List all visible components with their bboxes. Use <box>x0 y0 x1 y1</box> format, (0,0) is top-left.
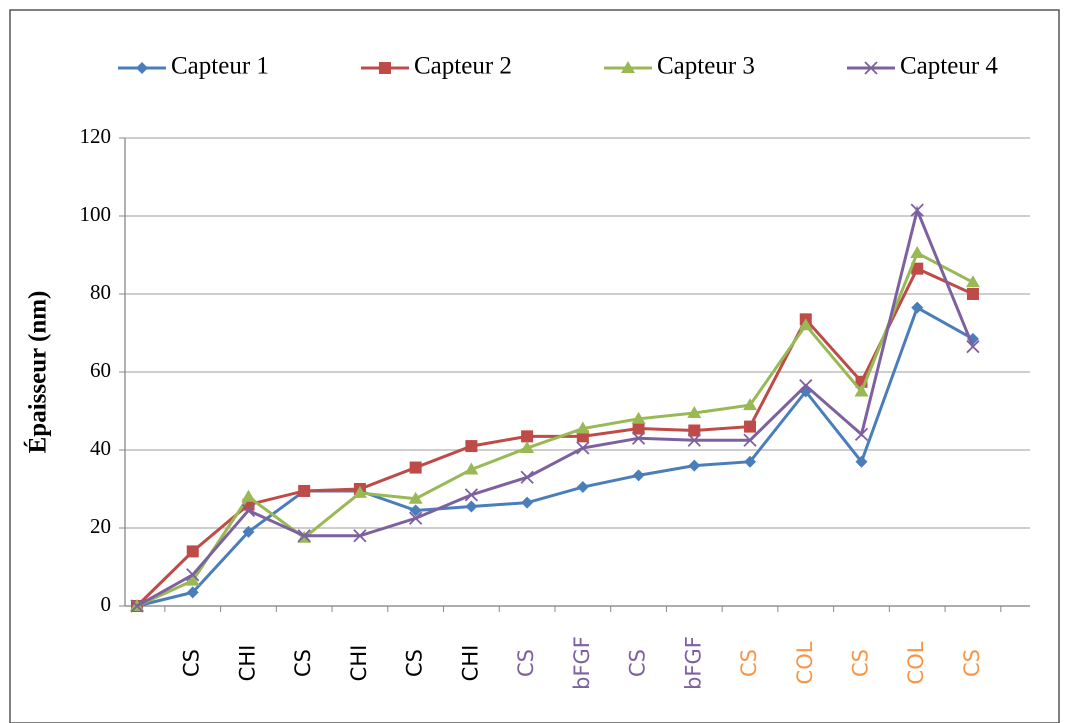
x-tick-label: CS <box>737 649 761 677</box>
marker <box>632 422 645 435</box>
x-tick-label: CHI <box>235 645 259 682</box>
marker <box>241 489 256 502</box>
y-tick-label: 40 <box>90 436 111 460</box>
marker <box>130 599 144 613</box>
x-tick-label: CS <box>180 649 204 677</box>
series-line <box>136 205 975 608</box>
marker <box>688 424 701 437</box>
marker <box>631 431 646 445</box>
x-tick-label: bFGF <box>570 636 594 690</box>
marker <box>576 481 589 494</box>
marker <box>576 441 590 455</box>
x-tick-label: CHI <box>347 645 371 682</box>
marker <box>242 525 255 538</box>
marker <box>409 504 422 517</box>
marker <box>621 61 635 73</box>
x-tick-label: CS <box>626 649 650 677</box>
chart-frame <box>9 9 1060 723</box>
marker <box>910 203 924 217</box>
marker <box>632 469 645 482</box>
marker <box>966 288 979 300</box>
marker <box>185 573 200 586</box>
marker <box>687 405 702 418</box>
marker <box>465 440 478 453</box>
x-tick-label: CS <box>403 649 427 677</box>
x-tick-label: CS <box>960 649 984 677</box>
marker <box>520 441 535 454</box>
legend-label: Capteur 3 <box>657 53 755 80</box>
y-tick-label: 0 <box>101 592 112 616</box>
marker <box>911 301 924 314</box>
marker <box>687 433 701 447</box>
marker <box>966 340 980 354</box>
marker <box>298 484 311 497</box>
marker <box>136 62 148 74</box>
marker <box>520 470 534 484</box>
marker <box>186 568 200 582</box>
marker <box>464 462 479 475</box>
marker <box>352 485 367 498</box>
marker <box>575 421 590 434</box>
marker <box>911 262 924 275</box>
legend-label: Capteur 2 <box>414 53 512 80</box>
marker <box>744 420 757 433</box>
legend-label: Capteur 4 <box>900 53 998 80</box>
series-line <box>136 305 974 608</box>
marker <box>743 433 757 447</box>
marker <box>631 411 646 424</box>
y-tick-label: 60 <box>90 358 111 382</box>
x-tick-label: CS <box>291 649 315 677</box>
marker <box>854 427 869 442</box>
marker <box>353 529 367 543</box>
marker <box>910 246 925 259</box>
marker <box>464 488 479 502</box>
marker <box>465 500 478 513</box>
marker <box>521 496 534 509</box>
series-line <box>135 266 974 608</box>
marker <box>743 398 758 411</box>
marker <box>798 318 813 331</box>
marker <box>186 545 199 558</box>
marker <box>409 461 422 474</box>
marker <box>854 384 869 397</box>
marker <box>744 455 757 468</box>
x-tick-label: COL <box>904 641 928 684</box>
y-tick-label: 100 <box>80 202 112 226</box>
marker <box>186 586 199 599</box>
marker <box>297 529 311 543</box>
y-axis-label: Épaisseur (nm) <box>24 291 52 454</box>
marker <box>379 62 391 74</box>
marker <box>688 459 701 472</box>
series-line <box>136 250 974 608</box>
x-tick-label: CS <box>514 649 538 677</box>
marker <box>521 430 534 443</box>
marker <box>965 275 980 288</box>
marker <box>855 455 868 468</box>
y-tick-label: 20 <box>90 514 111 538</box>
marker <box>409 511 423 525</box>
legend-label: Capteur 1 <box>171 53 269 80</box>
x-tick-label: bFGF <box>681 636 705 690</box>
x-tick-label: COL <box>793 641 817 684</box>
y-tick-label: 120 <box>80 124 112 148</box>
y-tick-label: 80 <box>90 280 111 304</box>
x-tick-label: CHI <box>458 645 482 682</box>
x-tick-label: CS <box>848 649 872 677</box>
marker <box>408 491 423 504</box>
marker <box>799 379 813 393</box>
marker <box>864 61 878 75</box>
marker <box>241 503 256 518</box>
